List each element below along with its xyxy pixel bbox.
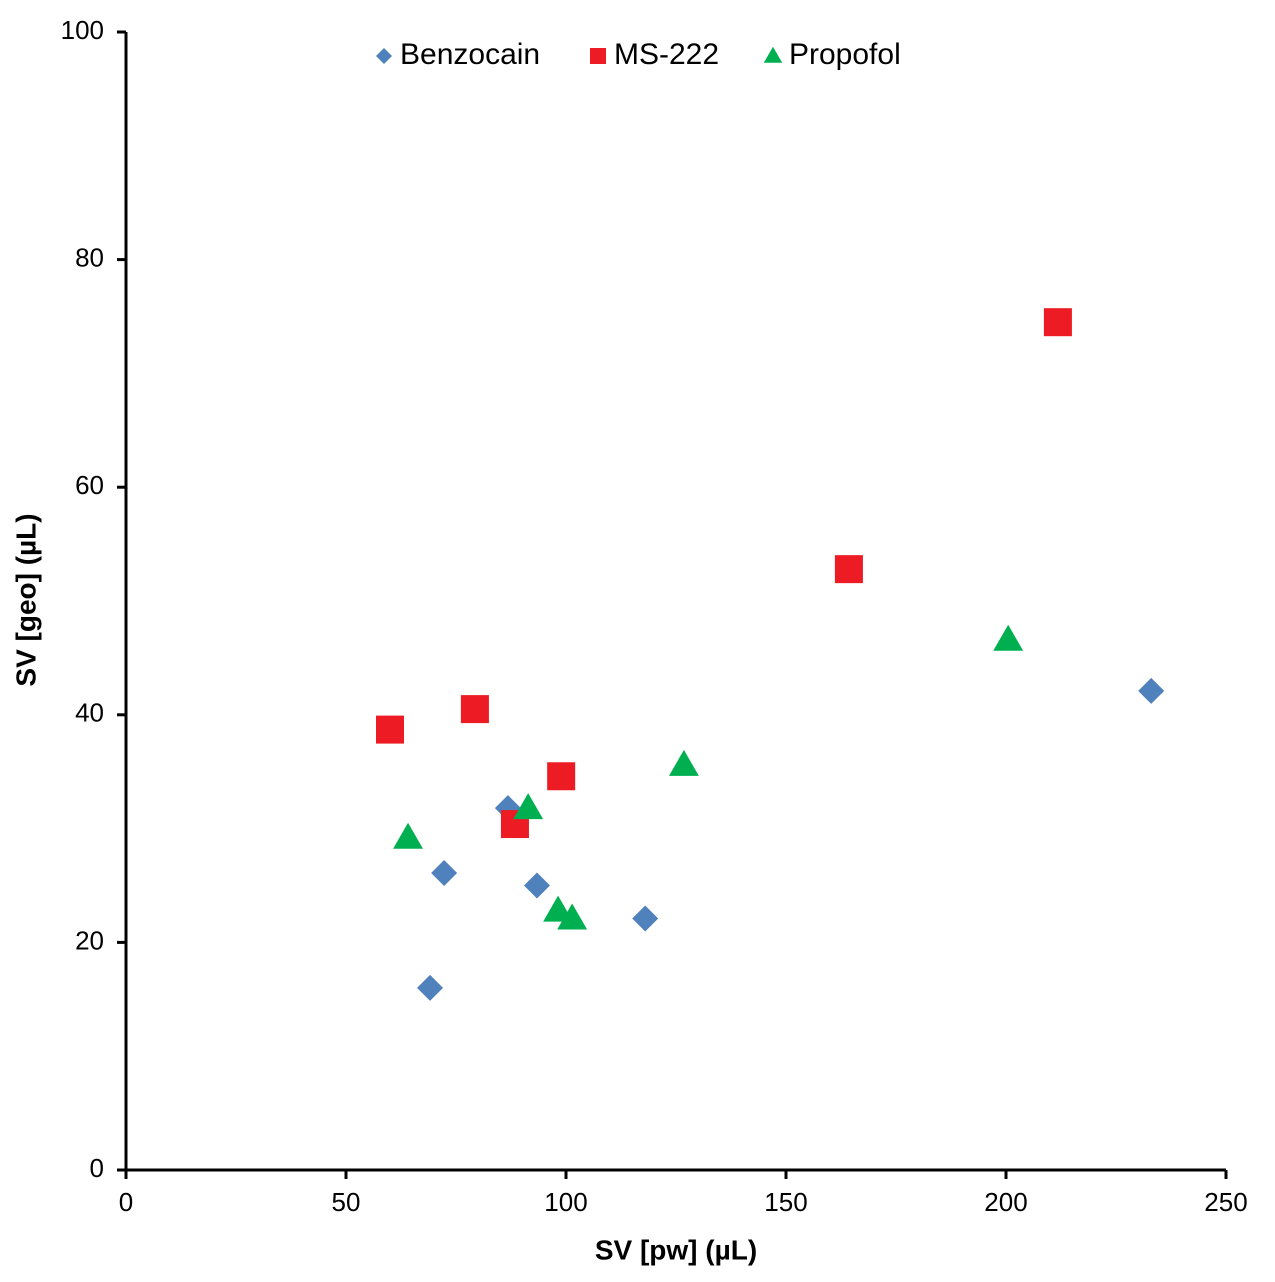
point <box>460 695 489 724</box>
x-tick-label: 0 <box>119 1187 133 1217</box>
point <box>632 905 659 932</box>
point <box>1043 308 1072 337</box>
point <box>393 822 423 849</box>
point <box>668 749 699 776</box>
legend-label: Benzocain <box>400 38 540 71</box>
y-tick-label: 0 <box>90 1153 104 1183</box>
x-axis-title: SV [pw] (µL) <box>595 1234 757 1265</box>
legend-label: MS-222 <box>614 38 719 71</box>
y-axis-title: SV [geo] (µL) <box>10 513 41 686</box>
point <box>834 555 863 584</box>
point <box>376 715 404 744</box>
y-tick-label: 20 <box>75 925 104 955</box>
y-tick-label: 60 <box>75 470 104 500</box>
point <box>547 762 576 791</box>
legend-label: Propofol <box>789 38 901 71</box>
x-tick-label: 200 <box>984 1187 1027 1217</box>
y-tick-label: 40 <box>75 698 104 728</box>
x-tick-label: 50 <box>332 1187 361 1217</box>
legend-marker <box>376 48 392 64</box>
point <box>431 859 458 886</box>
point <box>557 903 588 930</box>
point <box>523 872 550 899</box>
y-tick-label: 80 <box>75 242 104 272</box>
y-tick-label: 100 <box>61 15 104 45</box>
point <box>1138 677 1165 704</box>
point <box>417 974 444 1001</box>
legend-marker <box>763 46 783 63</box>
x-tick-label: 100 <box>544 1187 587 1217</box>
legend-marker <box>590 48 606 64</box>
x-tick-label: 250 <box>1204 1187 1247 1217</box>
point <box>993 624 1024 651</box>
point <box>513 793 544 820</box>
x-tick-label: 150 <box>764 1187 807 1217</box>
